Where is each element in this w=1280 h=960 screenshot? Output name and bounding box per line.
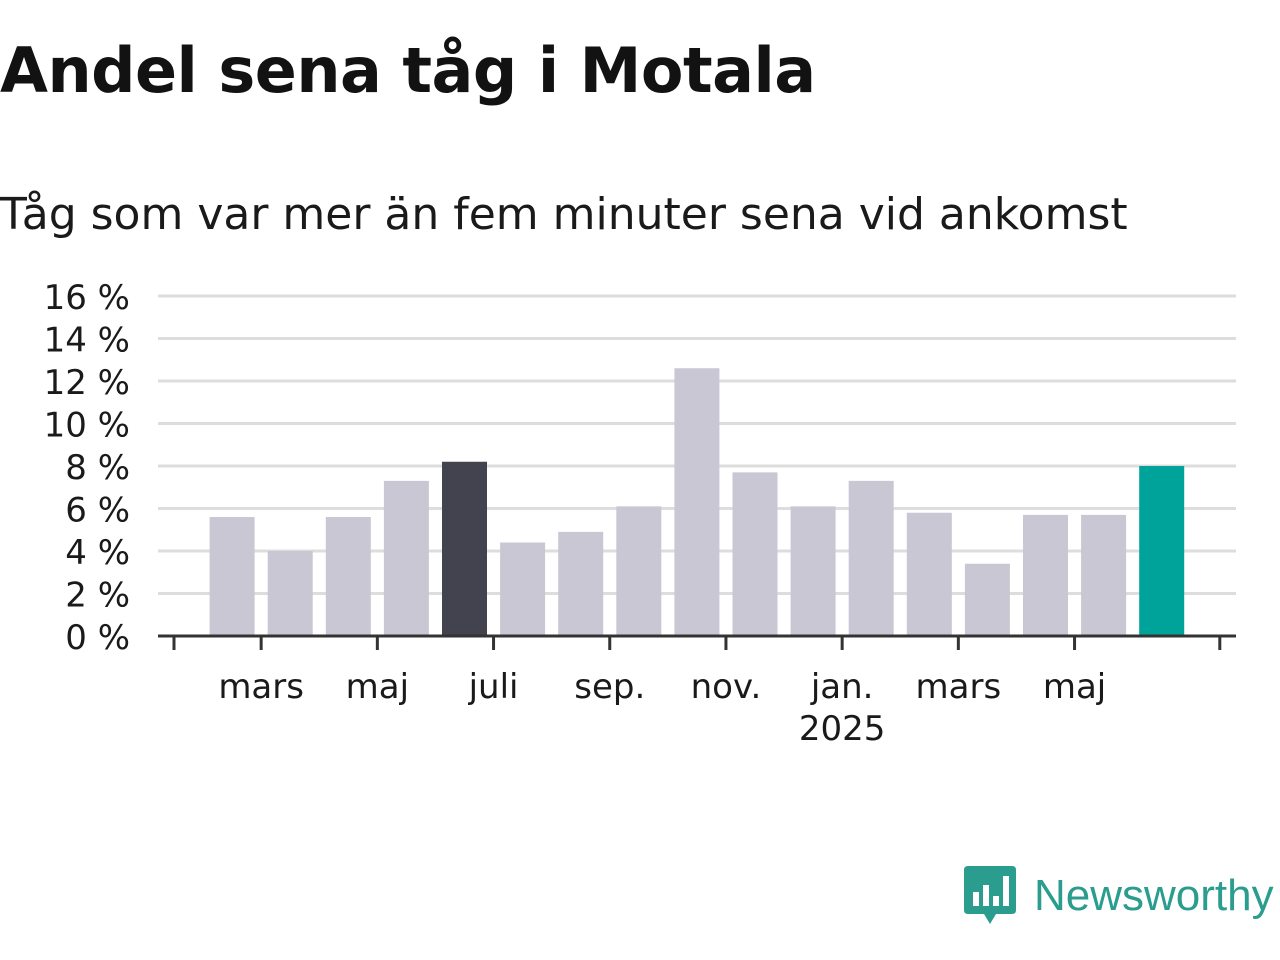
y-tick-label: 0 %	[65, 618, 130, 658]
y-tick-label: 14 %	[44, 321, 130, 361]
bar-chart-speech-bubble-icon	[964, 866, 1016, 924]
bar	[267, 551, 313, 636]
bar	[558, 531, 604, 636]
bar	[1139, 466, 1185, 636]
y-tick-label: 4 %	[65, 533, 130, 573]
bar	[964, 563, 1010, 636]
x-tick-label: juli	[468, 667, 519, 707]
bar	[442, 461, 487, 636]
y-tick-label: 2 %	[65, 576, 130, 616]
bar	[848, 480, 894, 636]
bar	[906, 512, 952, 636]
bar	[732, 472, 778, 636]
chart-title: Andel sena tåg i Motala	[0, 34, 816, 107]
bar-chart: 0 %2 %4 %6 %8 %10 %12 %14 %16 % mars maj j…	[44, 278, 1236, 749]
x-tick-label: mars	[218, 667, 304, 707]
y-tick-label: 8 %	[65, 448, 130, 488]
x-axis	[158, 634, 1236, 650]
chart-subtitle: Tåg som var mer än fem minuter sena vid …	[0, 189, 1128, 240]
bar	[1023, 514, 1068, 636]
y-tick-label: 6 %	[65, 491, 130, 531]
bar	[790, 506, 836, 636]
bar	[383, 480, 429, 636]
y-tick-label: 10 %	[44, 406, 130, 446]
newsworthy-logo: Newsworthy	[964, 866, 1274, 926]
brand-name: Newsworthy	[1034, 871, 1274, 920]
x-tick-label: sep.	[574, 667, 645, 707]
x-tick-label: maj	[1043, 667, 1106, 707]
bar	[1081, 514, 1127, 636]
bars	[209, 368, 1185, 636]
bar	[616, 506, 662, 636]
bar	[674, 368, 720, 636]
bar	[209, 517, 255, 636]
x-tick-year-label: 2025	[799, 709, 886, 749]
y-axis-labels: 0 %2 %4 %6 %8 %10 %12 %14 %16 %	[44, 278, 130, 658]
x-tick-label: jan.	[810, 667, 874, 707]
y-tick-label: 12 %	[44, 363, 130, 403]
x-tick-label: nov.	[691, 667, 762, 707]
bar	[500, 542, 546, 636]
bar	[325, 517, 371, 636]
x-tick-label: maj	[346, 667, 409, 707]
x-axis-labels: mars maj juli sep. nov. jan.2025 mars maj	[218, 667, 1106, 749]
y-tick-label: 16 %	[44, 278, 130, 318]
x-tick-label: mars	[916, 667, 1002, 707]
